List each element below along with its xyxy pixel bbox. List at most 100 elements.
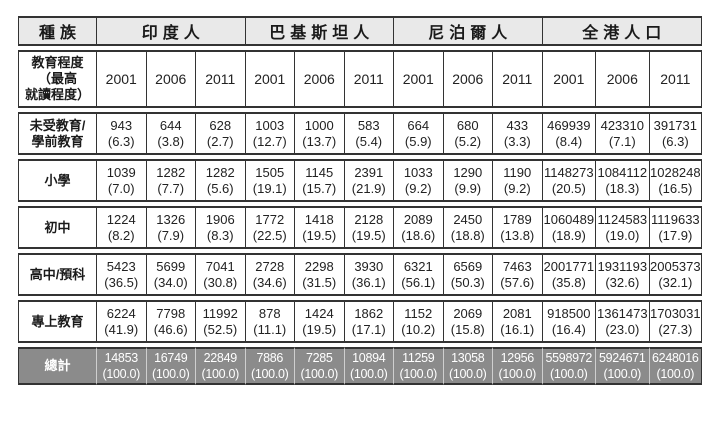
cell-value: 6321	[403, 258, 433, 274]
year-header: 2006	[294, 50, 344, 108]
cell-percent: (7.9)	[157, 227, 185, 243]
cell-value: 1084112	[597, 164, 648, 180]
cell-value: 1290	[453, 164, 483, 180]
year-header: 2001	[244, 50, 295, 108]
cell-percent: (16.5)	[658, 180, 693, 196]
cell-value: 1124583	[597, 211, 648, 227]
year-header: 2006	[595, 50, 649, 108]
row-label-post-secondary: 專上教育	[18, 300, 96, 343]
cell-value: 433	[506, 117, 529, 133]
table-cell: 1703031 (27.3)	[648, 300, 703, 343]
cell-value: 943	[110, 117, 133, 133]
table-cell: 7041 (30.8)	[195, 253, 245, 296]
table-cell: 391731 (6.3)	[648, 112, 703, 155]
cell-percent: (100.0)	[300, 367, 339, 381]
table-cell: 5423 (36.5)	[96, 253, 146, 296]
table-cell: 1361473 (23.0)	[595, 300, 649, 343]
table-cell: 423310 (7.1)	[595, 112, 649, 155]
cell-value: 1282	[205, 164, 235, 180]
cell-value: 5598972	[545, 351, 593, 365]
cell-percent: (18.6)	[401, 227, 436, 243]
table-cell: 680 (5.2)	[442, 112, 493, 155]
table-cell: 1505 (19.1)	[244, 159, 295, 202]
cell-percent: (100.0)	[151, 367, 190, 381]
cell-percent: (100.0)	[603, 367, 642, 381]
table-cell: 11259 (100.0)	[393, 347, 443, 385]
cell-percent: (8.3)	[206, 227, 234, 243]
cell-value: 1418	[304, 211, 334, 227]
table-cell: 664 (5.9)	[393, 112, 443, 155]
cell-percent: (31.5)	[302, 274, 337, 290]
cell-percent: (18.8)	[450, 227, 485, 243]
cell-percent: (34.0)	[153, 274, 188, 290]
table-cell: 7798 (46.6)	[145, 300, 195, 343]
year-header: 2011	[492, 50, 542, 108]
table-cell: 2005373 (32.1)	[648, 253, 703, 296]
cell-percent: (18.3)	[605, 180, 640, 196]
cell-value: 1424	[304, 305, 334, 321]
table-cell: 1906 (8.3)	[195, 206, 245, 249]
cell-value: 3930	[354, 258, 384, 274]
table-cell: 1326 (7.9)	[145, 206, 195, 249]
cell-percent: (9.2)	[404, 180, 432, 196]
cell-value: 1003	[255, 117, 285, 133]
cell-value: 1000	[304, 117, 334, 133]
cell-percent: (19.1)	[252, 180, 287, 196]
table-row-upper-secondary: 高中/預科 5423 (36.5) 5699 (34.0) 7041 (30.8) 2…	[18, 253, 703, 296]
table-cell: 1033 (9.2)	[393, 159, 443, 202]
table-cell: 878 (11.1)	[244, 300, 295, 343]
table-cell: 469939 (8.4)	[541, 112, 596, 155]
cell-percent: (19.5)	[302, 227, 337, 243]
cell-value: 7798	[156, 305, 186, 321]
cell-value: 2005373	[650, 258, 701, 274]
cell-value: 1862	[354, 305, 384, 321]
row-label-line: 小學	[44, 172, 71, 188]
cell-value: 10894	[352, 351, 386, 365]
cell-value: 1505	[255, 164, 285, 180]
table-row-primary: 小學 1039 (7.0) 1282 (7.7) 1282 (5.6) 1505 (19…	[18, 159, 703, 202]
table-row-total: 總計 14853 (100.0) 16749 (100.0) 22849 (100.0…	[18, 347, 703, 385]
table-cell: 2001771 (35.8)	[541, 253, 596, 296]
row-label-line: 高中/預科	[29, 266, 86, 282]
year-header: 2006	[145, 50, 195, 108]
table-cell: 1084112 (18.3)	[595, 159, 649, 202]
cell-value: 5924671	[599, 351, 646, 365]
cell-percent: (46.6)	[153, 321, 188, 337]
cell-value: 16749	[154, 351, 188, 365]
table-cell: 1862 (17.1)	[343, 300, 394, 343]
cell-value: 423310	[600, 117, 644, 133]
cell-percent: (100.0)	[201, 367, 240, 381]
table-cell: 7285 (100.0)	[294, 347, 344, 385]
cell-value: 2450	[453, 211, 483, 227]
table-cell: 7463 (57.6)	[492, 253, 542, 296]
cell-percent: (6.3)	[107, 133, 135, 149]
table-cell: 2069 (15.8)	[442, 300, 493, 343]
cell-value: 14853	[104, 351, 139, 365]
group-header-nepalese: 尼泊爾人	[393, 16, 542, 46]
table-cell: 2128 (19.5)	[343, 206, 394, 249]
row-label-line: 學前教育	[31, 133, 84, 149]
cell-value: 918500	[547, 305, 591, 321]
table-cell: 6224 (41.9)	[96, 300, 146, 343]
cell-value: 13058	[451, 351, 485, 365]
cell-value: 391731	[653, 117, 697, 133]
row-label-line: 初中	[44, 219, 71, 235]
row-label-upper-secondary: 高中/預科	[18, 253, 96, 296]
education-header-line: 就讀程度）	[24, 87, 90, 102]
cell-value: 2391	[354, 164, 384, 180]
cell-value: 5699	[156, 258, 186, 274]
table-cell: 1148273 (20.5)	[541, 159, 596, 202]
year-header: 2011	[195, 50, 245, 108]
cell-percent: (100.0)	[350, 367, 388, 381]
cell-percent: (100.0)	[656, 367, 695, 381]
row-label-primary: 小學	[18, 159, 96, 202]
cell-percent: (56.1)	[401, 274, 436, 290]
cell-value: 2089	[403, 211, 433, 227]
cell-percent: (57.6)	[500, 274, 535, 290]
table-cell: 1028248 (16.5)	[648, 159, 703, 202]
cell-percent: (13.7)	[302, 133, 337, 149]
table-row-post-secondary: 專上教育 6224 (41.9) 7798 (46.6) 11992 (52.5) 8…	[18, 300, 703, 343]
cell-percent: (3.8)	[157, 133, 185, 149]
cell-value: 7285	[305, 351, 333, 365]
cell-percent: (8.4)	[555, 133, 583, 149]
